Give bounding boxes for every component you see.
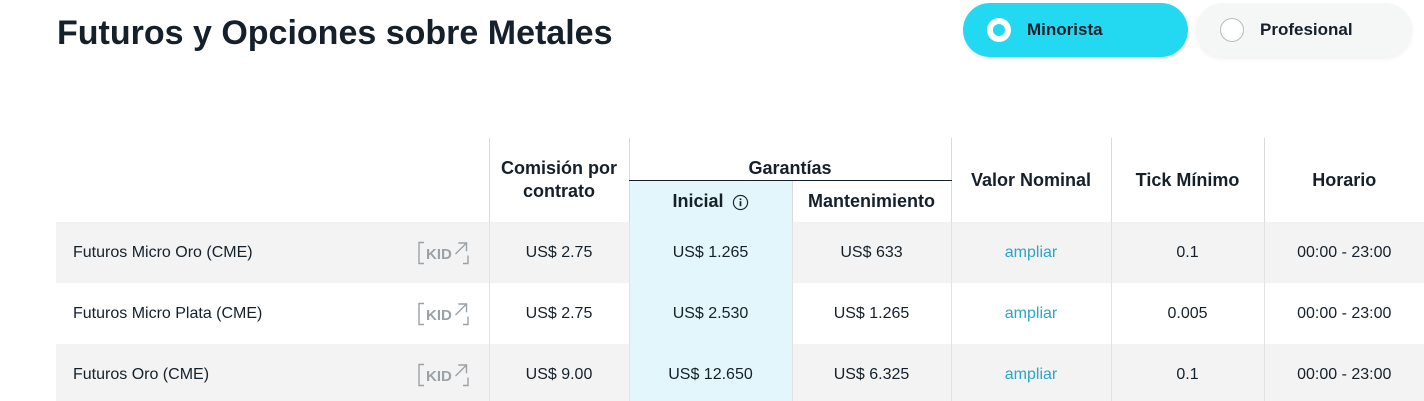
svg-text:KID: KID [426, 246, 452, 263]
svg-text:KID: KID [426, 307, 452, 324]
svg-text:KID: KID [426, 368, 452, 385]
